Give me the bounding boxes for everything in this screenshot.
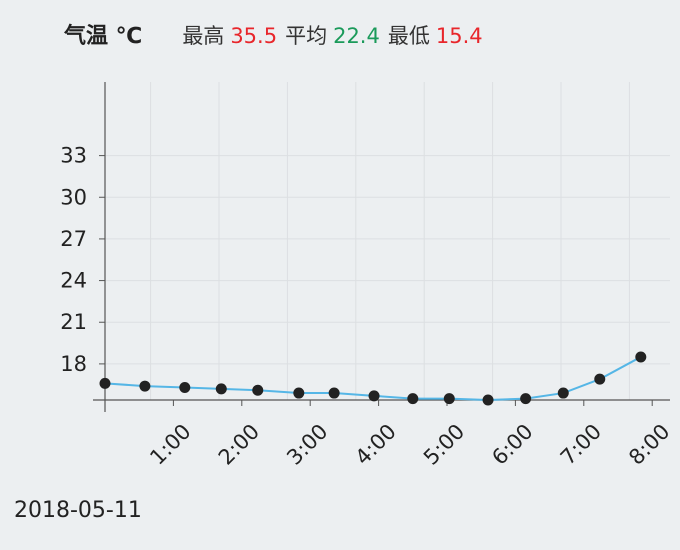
avg-label: 平均 <box>285 24 328 48</box>
data-point <box>407 393 419 405</box>
data-point <box>139 380 151 392</box>
y-tick-label: 33 <box>60 144 87 168</box>
data-point <box>594 373 606 385</box>
x-tick-label: 6:00 <box>487 419 537 469</box>
data-point <box>179 382 191 394</box>
y-tick-label: 21 <box>60 310 87 334</box>
data-point <box>215 383 227 395</box>
data-point <box>252 384 264 396</box>
y-tick-label: 24 <box>60 269 87 293</box>
max-label: 最高 <box>182 24 225 48</box>
x-tick-label: 4:00 <box>351 419 401 469</box>
x-tick-label: 2:00 <box>214 419 264 469</box>
x-tick-label: 5:00 <box>419 419 469 469</box>
data-point <box>293 387 305 399</box>
data-point <box>368 390 380 402</box>
data-point <box>99 377 111 389</box>
temperature-line-chart: 18 21 24 27 30 33 1:00 2:00 3:00 4:00 5:00 6:00 7:00… <box>60 82 674 470</box>
chart-title: 气温 ℃ <box>64 24 143 49</box>
y-tick-label: 30 <box>60 185 87 209</box>
max-value: 35.5 <box>230 24 278 48</box>
x-tick-label: 3:00 <box>282 419 332 469</box>
date-label: 2018-05-11 <box>14 498 142 523</box>
x-tick-label: 7:00 <box>556 419 606 469</box>
data-point <box>635 351 647 363</box>
data-point <box>520 393 532 405</box>
data-point <box>482 394 494 406</box>
data-point <box>328 387 340 399</box>
min-label: 最低 <box>387 24 430 48</box>
y-tick-label: 18 <box>60 352 87 376</box>
min-value: 15.4 <box>435 24 483 48</box>
data-point <box>557 387 569 399</box>
y-tick-label: 27 <box>60 227 87 251</box>
x-tick-label: 8:00 <box>624 419 674 469</box>
x-tick-label: 1:00 <box>145 419 195 469</box>
avg-value: 22.4 <box>333 24 380 48</box>
chart-header: 气温 ℃ 最高 35.5 平均 22.4 最低 15.4 <box>64 18 491 50</box>
data-point <box>443 393 455 405</box>
